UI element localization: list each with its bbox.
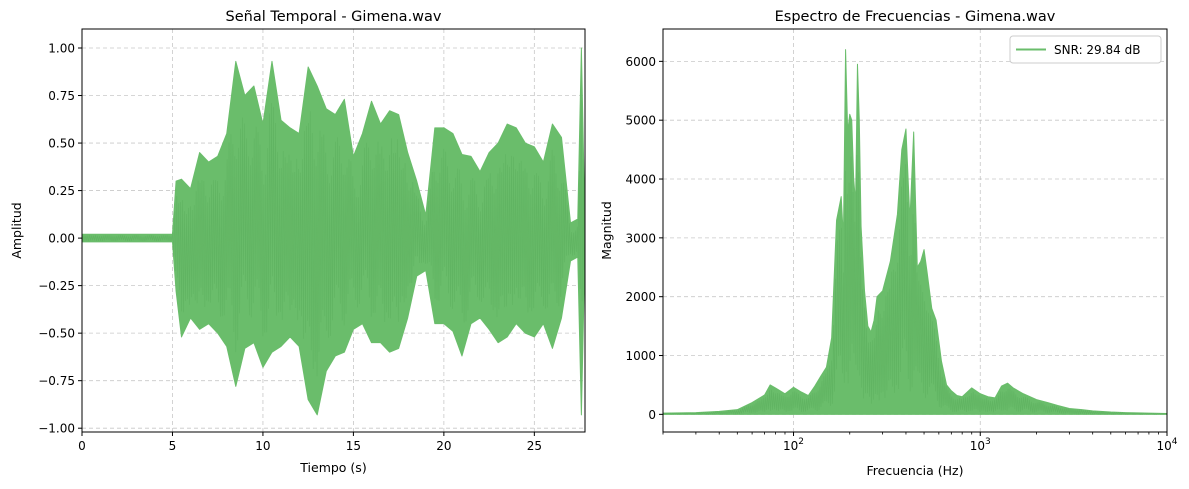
time-signal-x-tick-label: 20 (436, 439, 451, 453)
spectrum-x-tick-exponent: 2 (798, 437, 804, 447)
time-signal-title: Señal Temporal - Gimena.wav (226, 9, 442, 25)
time-signal-y-tick-label: −1.00 (38, 422, 75, 436)
spectrum-y-tick-label: 6000 (625, 55, 656, 69)
spectrum-y-tick-label: 1000 (625, 349, 656, 363)
spectrum-title: Espectro de Frecuencias - Gimena.wav (775, 9, 1056, 25)
spectrum-y-label: Magnitud (599, 201, 614, 260)
spectrum-legend: SNR: 29.84 dB (1009, 35, 1162, 64)
spectrum-y-tick-label: 3000 (625, 231, 656, 245)
spectrum-x-tick-label: 102 (783, 437, 804, 453)
time-signal-x-tick-label: 5 (169, 439, 177, 453)
time-signal-y-label: Amplitud (9, 202, 24, 258)
time-signal-x-ticks: 0 5 10 15 20 25 (78, 432, 542, 453)
spectrum-x-tick-label: 104 (1156, 437, 1177, 453)
spectrum-series-texture (662, 155, 1168, 415)
spectrum-x-label: Frecuencia (Hz) (867, 463, 964, 478)
time-signal-y-ticks: −1.00 −0.75 −0.50 −0.25 0.00 0.25 0.50 0.75 1.00 (38, 42, 82, 436)
time-signal-x-tick-label: 0 (78, 439, 86, 453)
time-signal-y-tick-label: 0.50 (48, 137, 75, 151)
legend-entry-snr: SNR: 29.84 dB (1054, 43, 1140, 57)
frequency-spectrum-chart: 102 103 104 0 1000 2000 3000 4000 5000 6000 Espe… (599, 9, 1178, 478)
time-signal-chart: 0 5 10 15 20 25 −1.00 −0.75 −0.50 −0.25 0.00 0.25 0… (9, 9, 586, 475)
time-signal-series-texture (81, 100, 586, 377)
time-signal-x-tick-label: 15 (346, 439, 361, 453)
spectrum-x-tick-exponent: 4 (1172, 437, 1178, 447)
time-signal-x-tick-label: 25 (527, 439, 542, 453)
time-signal-y-tick-label: −0.75 (38, 374, 75, 388)
time-signal-y-tick-label: 0.25 (48, 184, 75, 198)
time-signal-x-label: Tiempo (s) (299, 460, 366, 475)
spectrum-x-tick-label: 103 (970, 437, 991, 453)
spectrum-y-tick-label: 0 (648, 408, 656, 422)
legend-box (1009, 35, 1162, 64)
spectrum-y-tick-label: 2000 (625, 290, 656, 304)
spectrum-plot-frame (662, 28, 1168, 433)
spectrum-x-tick-exponent: 3 (985, 437, 991, 447)
time-signal-y-tick-label: −0.25 (38, 279, 75, 293)
time-signal-x-tick-label: 10 (255, 439, 270, 453)
spectrum-y-tick-label: 5000 (625, 114, 656, 128)
spectrum-x-ticks: 102 103 104 (662, 432, 1178, 453)
time-signal-plot-frame (81, 28, 586, 433)
spectrum-y-tick-label: 4000 (625, 173, 656, 187)
time-signal-y-tick-label: 0.75 (48, 89, 75, 103)
time-signal-y-tick-label: −0.50 (38, 327, 75, 341)
spectrum-y-ticks: 0 1000 2000 3000 4000 5000 6000 (625, 55, 663, 422)
time-signal-y-tick-label: 1.00 (48, 42, 75, 56)
time-signal-y-tick-label: 0.00 (48, 232, 75, 246)
